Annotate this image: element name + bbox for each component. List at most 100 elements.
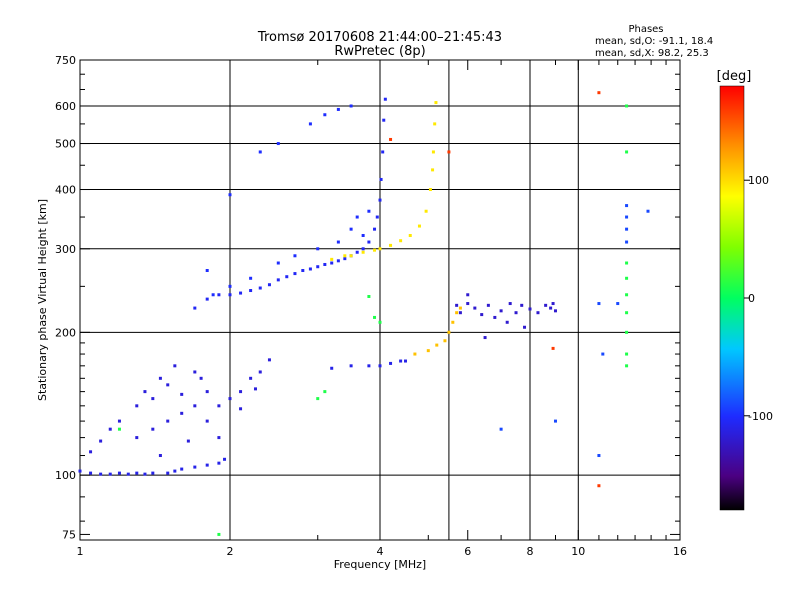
data-point xyxy=(108,472,112,476)
data-point xyxy=(267,283,271,287)
data-point xyxy=(349,104,353,108)
data-point xyxy=(413,352,417,356)
data-point xyxy=(258,370,262,374)
data-point xyxy=(285,275,289,279)
series-6 xyxy=(413,306,462,356)
data-point xyxy=(180,411,184,415)
data-point xyxy=(336,107,340,111)
data-point xyxy=(316,247,320,251)
data-points xyxy=(78,91,650,536)
data-point xyxy=(447,330,451,334)
data-point xyxy=(424,209,428,213)
x-tick-label: 4 xyxy=(377,545,384,558)
data-point xyxy=(443,339,447,343)
data-point xyxy=(367,240,371,244)
phases-heading: Phases xyxy=(628,24,663,35)
x-tick-label: 6 xyxy=(464,545,471,558)
series-4 xyxy=(330,101,438,261)
data-point xyxy=(349,227,353,231)
data-point xyxy=(293,254,297,258)
data-point xyxy=(544,303,548,307)
data-point xyxy=(625,240,629,244)
data-point xyxy=(205,297,209,301)
data-point xyxy=(228,397,232,401)
data-point xyxy=(597,484,601,488)
x-tick-label: 16 xyxy=(673,545,687,558)
data-point xyxy=(389,361,393,365)
data-point xyxy=(493,315,497,319)
data-point xyxy=(473,306,477,310)
data-point xyxy=(293,272,297,276)
data-point xyxy=(367,364,371,368)
data-point xyxy=(625,227,629,231)
data-point xyxy=(126,472,130,476)
data-point xyxy=(625,276,629,280)
data-point xyxy=(336,240,340,244)
data-point xyxy=(549,306,553,310)
data-point xyxy=(239,390,243,394)
chart-title: Tromsø 20170608 21:44:00–21:45:43 xyxy=(257,30,502,45)
data-point xyxy=(367,209,371,213)
data-point xyxy=(367,294,371,298)
colorbar-tick-label: -100 xyxy=(748,410,773,423)
data-point xyxy=(625,330,629,334)
data-point xyxy=(193,404,197,408)
data-point xyxy=(217,532,221,536)
data-point xyxy=(217,436,221,440)
data-point xyxy=(301,269,305,273)
data-point xyxy=(379,177,383,181)
data-point xyxy=(403,359,407,363)
y-tick-label: 100 xyxy=(55,469,76,482)
data-point xyxy=(173,364,177,368)
data-point xyxy=(223,457,227,461)
data-point xyxy=(514,311,518,315)
data-point xyxy=(199,376,203,380)
x-tick-label: 1 xyxy=(77,545,84,558)
data-point xyxy=(78,469,82,473)
data-point xyxy=(193,370,197,374)
data-point xyxy=(378,364,382,368)
series-3 xyxy=(205,104,371,297)
data-point xyxy=(597,302,601,306)
data-point xyxy=(330,366,334,370)
colorbar-label: [deg] xyxy=(717,69,752,84)
data-point xyxy=(151,471,155,475)
data-point xyxy=(499,309,503,313)
data-point xyxy=(228,193,232,197)
series-1 xyxy=(89,358,271,458)
chart-subtitle: RwPretec (8p) xyxy=(334,44,425,59)
data-point xyxy=(205,463,209,467)
data-point xyxy=(431,168,435,172)
data-point xyxy=(330,257,334,261)
data-point xyxy=(180,467,184,471)
data-point xyxy=(551,346,555,350)
data-point xyxy=(373,227,377,231)
data-point xyxy=(211,293,215,297)
data-point xyxy=(597,91,601,95)
data-point xyxy=(378,198,382,202)
data-point xyxy=(451,320,455,324)
data-point xyxy=(381,150,385,154)
data-point xyxy=(378,247,382,251)
data-point xyxy=(625,352,629,356)
data-point xyxy=(508,302,512,306)
data-point xyxy=(323,262,327,266)
data-point xyxy=(399,239,403,243)
data-point xyxy=(186,439,190,443)
data-point xyxy=(316,397,320,401)
x-tick-label: 8 xyxy=(527,545,534,558)
data-point xyxy=(431,150,435,154)
data-point xyxy=(536,311,540,315)
data-point xyxy=(239,291,243,295)
data-point xyxy=(616,302,620,306)
data-point xyxy=(166,471,170,475)
data-point xyxy=(601,352,605,356)
data-point xyxy=(625,293,629,297)
data-point xyxy=(205,390,209,394)
data-point xyxy=(361,247,365,251)
data-point xyxy=(375,215,379,219)
series-7 xyxy=(455,293,557,340)
data-point xyxy=(625,150,629,154)
data-point xyxy=(193,465,197,469)
